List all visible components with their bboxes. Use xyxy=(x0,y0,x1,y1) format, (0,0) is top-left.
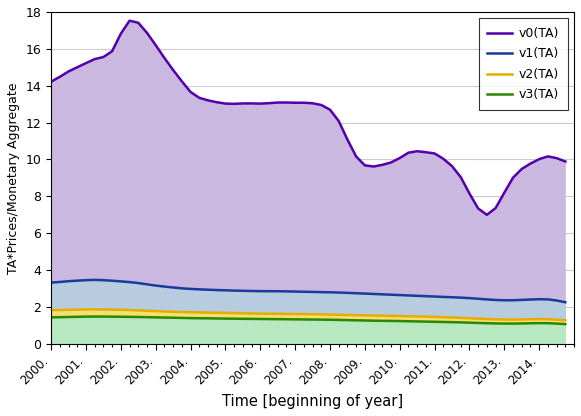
v0(TA) xyxy=(48,79,55,84)
v3(TA) xyxy=(379,318,386,323)
v2(TA) xyxy=(91,307,98,312)
v2(TA) xyxy=(187,310,194,314)
v3(TA) xyxy=(187,316,194,321)
v2(TA) xyxy=(205,310,211,315)
Line: v0(TA): v0(TA) xyxy=(51,21,565,215)
v1(TA) xyxy=(222,288,229,293)
Line: v3(TA): v3(TA) xyxy=(51,317,565,324)
v3(TA) xyxy=(144,314,150,319)
v3(TA) xyxy=(222,316,229,321)
v1(TA) xyxy=(205,287,211,292)
v0(TA) xyxy=(222,101,229,106)
v1(TA) xyxy=(187,287,194,292)
Line: v1(TA): v1(TA) xyxy=(51,280,565,302)
v3(TA) xyxy=(205,316,211,321)
v2(TA) xyxy=(144,308,150,313)
v0(TA) xyxy=(126,18,133,23)
v0(TA) xyxy=(483,212,490,217)
v0(TA) xyxy=(187,89,194,94)
v0(TA) xyxy=(562,159,569,164)
v2(TA) xyxy=(48,307,55,312)
v0(TA) xyxy=(205,98,211,103)
v1(TA) xyxy=(379,292,386,297)
v0(TA) xyxy=(231,102,238,106)
v1(TA) xyxy=(562,300,569,305)
Y-axis label: TA*Prices/Monetary Aggregate: TA*Prices/Monetary Aggregate xyxy=(7,82,20,274)
v1(TA) xyxy=(48,280,55,285)
v1(TA) xyxy=(91,277,98,282)
v3(TA) xyxy=(91,314,98,319)
v0(TA) xyxy=(379,162,386,167)
v3(TA) xyxy=(562,322,569,327)
Legend: v0(TA), v1(TA), v2(TA), v3(TA): v0(TA), v1(TA), v2(TA), v3(TA) xyxy=(479,18,568,110)
v2(TA) xyxy=(379,313,386,318)
v2(TA) xyxy=(562,318,569,323)
v2(TA) xyxy=(231,311,238,316)
Line: v2(TA): v2(TA) xyxy=(51,310,565,320)
v2(TA) xyxy=(222,310,229,315)
X-axis label: Time [beginning of year]: Time [beginning of year] xyxy=(222,394,403,409)
v3(TA) xyxy=(48,315,55,320)
v1(TA) xyxy=(231,288,238,293)
v1(TA) xyxy=(144,282,150,287)
v3(TA) xyxy=(231,316,238,321)
v0(TA) xyxy=(144,30,150,35)
